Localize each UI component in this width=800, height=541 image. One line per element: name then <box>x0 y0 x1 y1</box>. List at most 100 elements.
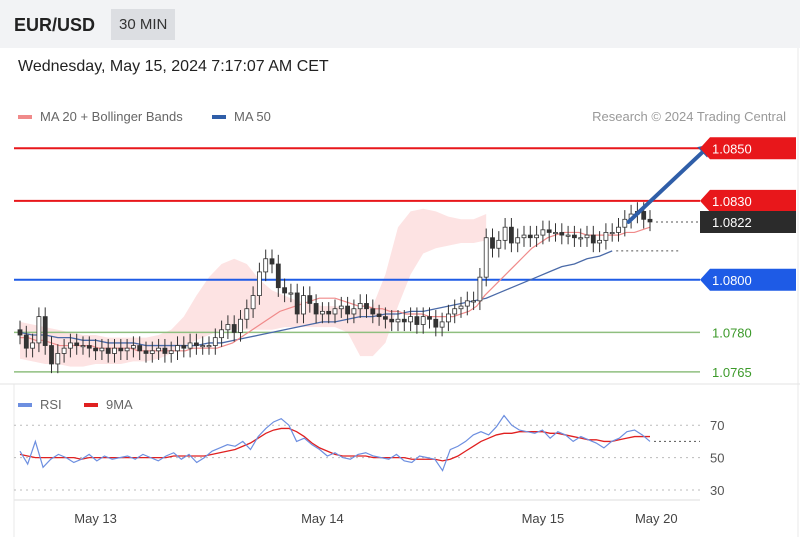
candle-body-78 <box>508 226 514 244</box>
candle-body-20 <box>143 350 149 354</box>
level-tag-4: 1.0765 <box>712 365 752 380</box>
candle-body-54 <box>357 303 363 310</box>
last-price-tag-bg <box>700 210 796 233</box>
ma50-label: MA 50 <box>234 109 271 124</box>
candle-body-38 <box>256 271 262 296</box>
candle-body-65 <box>427 316 432 320</box>
candle-body-24 <box>168 350 174 354</box>
candle-body-91 <box>590 234 596 244</box>
rsi-tick-2: 30 <box>710 483 724 498</box>
candle-body-28 <box>193 342 199 346</box>
level-tag-2-bg <box>700 268 796 291</box>
candle-body-81 <box>527 234 533 239</box>
candle-body-66 <box>433 318 439 328</box>
level-tag-0: 1.0850 <box>712 141 752 156</box>
candle-body-30 <box>206 345 212 348</box>
candle-body-69 <box>452 308 458 315</box>
candle-body-79 <box>515 237 521 244</box>
candle-body-35 <box>238 318 243 333</box>
candle-body-27 <box>187 342 193 349</box>
candle-body-23 <box>162 347 168 354</box>
level-tag-1: 1.0830 <box>712 194 752 209</box>
candle-body-53 <box>351 308 357 315</box>
candle-body-61 <box>401 318 407 323</box>
candle-body-17 <box>124 347 130 352</box>
candle-body-2 <box>30 342 36 349</box>
candle-body-44 <box>294 292 300 315</box>
legend-ma50: MA 50 <box>212 109 271 124</box>
candle-body-67 <box>439 321 445 328</box>
candle-body-59 <box>389 318 395 323</box>
rsi-tick-0: 70 <box>710 418 724 433</box>
candle-body-70 <box>458 305 464 310</box>
candle-body-73 <box>477 276 483 302</box>
candle-body-21 <box>149 350 155 354</box>
candle-body-58 <box>382 316 388 320</box>
legend-rsi-ma: 9MA <box>84 397 133 412</box>
candle-body-100 <box>647 218 653 223</box>
candle-body-52 <box>345 305 351 315</box>
candle-body-55 <box>364 303 369 310</box>
candle-body-62 <box>408 316 414 323</box>
candle-body-75 <box>490 237 495 249</box>
candle-body-47 <box>313 303 319 315</box>
interval-button[interactable]: 30 MIN <box>111 9 176 40</box>
candle-body-71 <box>464 300 470 307</box>
projection-arrow <box>626 146 709 224</box>
candle-body-16 <box>118 347 124 352</box>
candle-body-88 <box>572 234 577 239</box>
candle-body-40 <box>269 258 275 265</box>
candle-body-90 <box>584 234 590 239</box>
candle-body-85 <box>553 232 558 235</box>
x-tick-3: May 20 <box>635 511 678 526</box>
rsi-ma-swatch <box>84 402 98 407</box>
header-bar: EUR/USD 30 MIN <box>0 0 800 48</box>
candle-body-0 <box>17 329 23 336</box>
candle-body-26 <box>181 345 187 349</box>
candle-body-34 <box>231 324 237 333</box>
candle-body-41 <box>275 263 281 289</box>
symbol-title: EUR/USD <box>14 15 96 35</box>
candle-body-57 <box>376 313 382 318</box>
candle-body-5 <box>49 345 54 365</box>
candle-body-89 <box>578 237 584 240</box>
candle-body-32 <box>219 329 225 339</box>
candle-body-31 <box>212 337 218 346</box>
candle-body-68 <box>445 313 451 323</box>
rsi-swatch <box>18 402 32 407</box>
candle-body-6 <box>55 353 61 365</box>
candle-body-3 <box>36 316 42 344</box>
candle-body-92 <box>597 239 602 244</box>
candle-body-84 <box>546 229 552 233</box>
candle-body-94 <box>609 232 615 235</box>
legend-rsi: RSI <box>18 397 62 412</box>
candle-body-43 <box>288 292 294 295</box>
candle-body-18 <box>130 345 136 349</box>
candle-body-76 <box>496 239 502 249</box>
candle-body-15 <box>112 347 117 354</box>
candle-body-56 <box>370 308 376 315</box>
ma50-swatch <box>212 114 226 119</box>
credit-text: Research © 2024 Trading Central <box>592 109 786 124</box>
rsi-line <box>19 414 651 472</box>
candle-body-63 <box>414 316 420 325</box>
candle-body-42 <box>282 287 288 294</box>
level-tag-0-bg <box>700 137 796 160</box>
candle-body-99 <box>641 211 647 220</box>
ma20-label: MA 20 + Bollinger Bands <box>40 109 183 124</box>
candle-body-95 <box>616 226 621 233</box>
candle-body-12 <box>93 347 98 352</box>
candle-body-7 <box>61 347 67 354</box>
candle-body-11 <box>86 345 92 349</box>
candle-body-19 <box>137 345 143 352</box>
level-tag-2: 1.0800 <box>712 273 752 288</box>
candle-body-82 <box>534 234 539 239</box>
candle-body-14 <box>105 347 111 354</box>
candle-body-48 <box>319 310 325 315</box>
candle-body-33 <box>225 324 231 331</box>
candle-body-72 <box>471 300 477 303</box>
level-tag-3: 1.0780 <box>712 325 752 340</box>
candle-body-80 <box>521 234 527 239</box>
rsi-ma-label: 9MA <box>106 397 133 412</box>
